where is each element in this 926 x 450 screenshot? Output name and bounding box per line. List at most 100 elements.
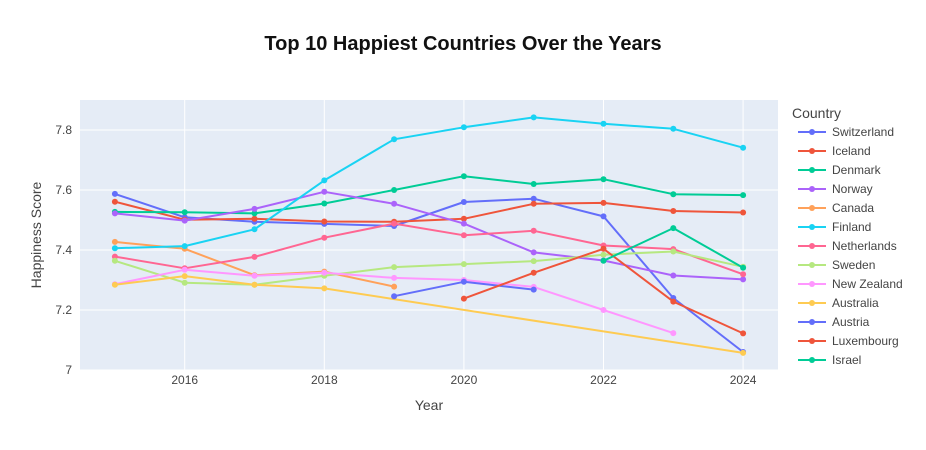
data-point-new-zealand[interactable] [181, 266, 188, 273]
data-point-sweden[interactable] [391, 264, 398, 271]
data-point-denmark[interactable] [530, 181, 537, 187]
data-point-denmark[interactable] [670, 191, 677, 198]
data-point-finland[interactable] [670, 125, 677, 132]
data-point-netherlands[interactable] [530, 227, 537, 234]
data-point-finland[interactable] [321, 177, 328, 184]
data-point-netherlands[interactable] [251, 253, 258, 260]
data-point-switzerland[interactable] [460, 199, 467, 205]
data-point-sweden[interactable] [670, 248, 677, 255]
legend-label: Luxembourg [832, 334, 899, 348]
data-point-australia[interactable] [321, 285, 328, 292]
legend[interactable]: Switzerland Iceland Denmark Norway Canada Fin… [798, 125, 903, 367]
data-point-denmark[interactable] [181, 209, 188, 216]
data-point-norway[interactable] [181, 217, 188, 224]
legend-item-israel[interactable]: Israel [798, 353, 861, 367]
data-point-netherlands[interactable] [391, 220, 398, 227]
legend-item-iceland[interactable]: Iceland [798, 144, 871, 158]
legend-item-sweden[interactable]: Sweden [798, 258, 875, 272]
data-point-netherlands[interactable] [111, 253, 118, 260]
data-point-austria[interactable] [391, 293, 398, 300]
data-point-austria[interactable] [530, 286, 537, 293]
data-point-finland[interactable] [181, 243, 188, 250]
data-point-australia[interactable] [740, 349, 747, 356]
data-point-denmark[interactable] [391, 187, 398, 193]
data-point-canada[interactable] [111, 238, 118, 245]
data-point-new-zealand[interactable] [670, 330, 677, 337]
legend-item-netherlands[interactable]: Netherlands [798, 239, 897, 253]
data-point-iceland[interactable] [251, 215, 258, 222]
legend-item-luxembourg[interactable]: Luxembourg [798, 334, 899, 348]
legend-item-australia[interactable]: Australia [798, 296, 879, 310]
legend-label: New Zealand [832, 277, 903, 291]
data-point-australia[interactable] [111, 281, 118, 288]
data-point-luxembourg[interactable] [670, 298, 677, 305]
data-point-finland[interactable] [600, 120, 607, 127]
data-point-sweden[interactable] [460, 261, 467, 268]
series-austria [391, 278, 537, 300]
data-point-finland[interactable] [391, 136, 398, 143]
legend-swatch-marker [809, 262, 815, 268]
data-point-norway[interactable] [251, 205, 258, 212]
data-point-finland[interactable] [530, 114, 537, 121]
data-point-luxembourg[interactable] [530, 269, 537, 276]
legend-item-switzerland[interactable]: Switzerland [798, 125, 894, 139]
data-point-luxembourg[interactable] [460, 295, 467, 302]
data-point-norway[interactable] [460, 220, 467, 227]
data-point-switzerland[interactable] [530, 195, 537, 202]
data-point-iceland[interactable] [530, 200, 537, 207]
data-point-norway[interactable] [111, 210, 118, 217]
legend-item-canada[interactable]: Canada [798, 201, 874, 215]
legend-item-finland[interactable]: Finland [798, 220, 871, 234]
data-point-australia[interactable] [251, 281, 258, 288]
legend-label: Iceland [832, 144, 871, 158]
data-point-finland[interactable] [740, 144, 747, 151]
data-point-iceland[interactable] [460, 215, 467, 222]
data-point-luxembourg[interactable] [740, 330, 747, 337]
data-point-sweden[interactable] [600, 251, 607, 258]
data-point-norway[interactable] [740, 276, 747, 283]
data-point-iceland[interactable] [321, 218, 328, 225]
data-point-sweden[interactable] [181, 279, 188, 286]
data-point-new-zealand[interactable] [251, 272, 258, 279]
data-point-netherlands[interactable] [321, 234, 328, 241]
data-point-israel[interactable] [670, 225, 677, 232]
data-point-sweden[interactable] [530, 258, 537, 265]
data-point-iceland[interactable] [740, 209, 747, 216]
data-point-denmark[interactable] [600, 176, 607, 183]
legend-item-new-zealand[interactable]: New Zealand [798, 277, 903, 291]
data-point-israel[interactable] [740, 264, 747, 271]
data-point-denmark[interactable] [251, 210, 258, 217]
data-point-switzerland[interactable] [111, 190, 118, 197]
legend-item-norway[interactable]: Norway [798, 182, 873, 196]
data-point-israel[interactable] [600, 257, 607, 264]
data-point-sweden[interactable] [111, 257, 118, 264]
data-point-netherlands[interactable] [460, 232, 467, 239]
data-point-austria[interactable] [460, 278, 467, 285]
data-point-finland[interactable] [460, 124, 467, 131]
y-tick-label: 7.2 [55, 303, 72, 317]
y-axis-ticks: 7 7.2 7.4 7.6 7.8 [55, 123, 72, 377]
data-point-denmark[interactable] [460, 173, 467, 180]
data-point-canada[interactable] [391, 283, 398, 290]
data-point-norway[interactable] [391, 200, 398, 207]
data-point-denmark[interactable] [740, 192, 747, 199]
data-point-iceland[interactable] [670, 208, 677, 214]
data-point-norway[interactable] [530, 249, 537, 256]
data-point-new-zealand[interactable] [321, 269, 328, 276]
data-point-netherlands[interactable] [740, 271, 747, 278]
legend-item-austria[interactable]: Austria [798, 315, 870, 329]
data-point-finland[interactable] [251, 226, 258, 233]
data-point-iceland[interactable] [600, 199, 607, 206]
data-point-switzerland[interactable] [600, 213, 607, 220]
data-point-new-zealand[interactable] [600, 307, 607, 313]
data-point-australia[interactable] [181, 273, 188, 280]
legend-title: Country [792, 105, 841, 121]
data-point-iceland[interactable] [111, 198, 118, 205]
data-point-finland[interactable] [111, 245, 118, 252]
data-point-norway[interactable] [321, 188, 328, 195]
data-point-new-zealand[interactable] [391, 274, 398, 281]
data-point-norway[interactable] [670, 272, 677, 279]
data-point-denmark[interactable] [321, 200, 328, 207]
legend-item-denmark[interactable]: Denmark [798, 163, 882, 177]
data-point-luxembourg[interactable] [600, 245, 607, 252]
